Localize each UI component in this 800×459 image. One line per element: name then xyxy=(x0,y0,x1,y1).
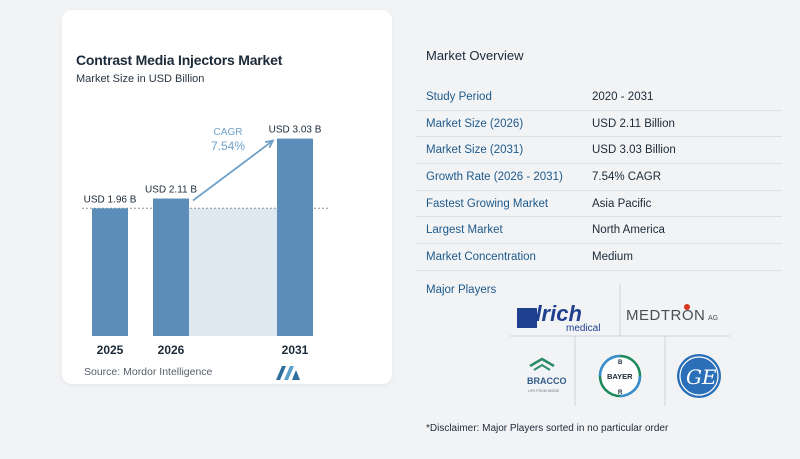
overview-value: USD 3.03 Billion xyxy=(592,144,676,157)
ge-logo-text: GE xyxy=(686,365,717,389)
data-label: USD 2.11 B xyxy=(145,185,197,196)
ulrich-logo-text: ulrich xyxy=(522,301,582,326)
chart-title: Contrast Media Injectors Market xyxy=(76,52,283,68)
overview-label: Fastest Growing Market xyxy=(426,197,549,210)
overview-row: Study Period 2020 - 2031 xyxy=(416,84,782,111)
medtron-logo: MEDTRON AG xyxy=(626,304,718,324)
data-label: USD 3.03 B xyxy=(269,125,322,136)
major-players-label: Major Players xyxy=(426,284,497,296)
overview-row: Market Size (2031) USD 3.03 Billion xyxy=(416,137,782,165)
chart-subtitle: Market Size in USD Billion xyxy=(76,73,205,85)
overview-label: Study Period xyxy=(426,90,492,103)
cagr-arrow xyxy=(192,139,274,202)
disclaimer-note: *Disclaimer: Major Players sorted in no … xyxy=(426,423,669,434)
svg-text:R: R xyxy=(618,390,623,396)
overview-value: USD 2.11 Billion xyxy=(592,117,675,130)
overview-table: Study Period 2020 - 2031 Market Size (20… xyxy=(416,84,782,271)
category-label: 2031 xyxy=(282,343,309,357)
ge-logo: GE xyxy=(677,354,721,398)
bracco-logo-tagline: LIFE FROM INSIDE xyxy=(528,389,560,393)
overview-label: Market Size (2031) xyxy=(426,144,524,157)
ulrich-medical-logo: ulrich medical xyxy=(517,301,600,334)
overview-row: Market Size (2026) USD 2.11 Billion xyxy=(416,111,782,138)
overview-row: Largest Market North America xyxy=(416,217,782,245)
overview-label: Largest Market xyxy=(426,224,503,237)
bayer-logo: BAYER B R xyxy=(598,354,642,398)
overview-value: Asia Pacific xyxy=(592,197,652,210)
overview-value: Medium xyxy=(592,250,633,263)
medtron-logo-suffix: AG xyxy=(708,315,718,322)
overview-row: Fastest Growing Market Asia Pacific xyxy=(416,191,782,218)
ulrich-logo-sub: medical xyxy=(566,323,600,334)
overview-label: Market Concentration xyxy=(426,250,536,263)
overview-label: Market Size (2026) xyxy=(426,117,524,130)
overview-value: 2020 - 2031 xyxy=(592,90,654,103)
major-players-grid: ulrich medical MEDTRON AG BRACCO LIFE FR… xyxy=(510,284,730,406)
overview-row: Growth Rate (2026 - 2031) 7.54% CAGR xyxy=(416,164,782,191)
chart-card: Contrast Media Injectors Market Market S… xyxy=(62,10,392,384)
cagr-arrowhead xyxy=(264,139,275,149)
market-overview-panel: Market Overview Study Period 2020 - 2031… xyxy=(400,0,800,459)
source-note: Source: Mordor Intelligence xyxy=(84,366,213,378)
bar xyxy=(277,138,313,336)
data-label: USD 1.96 B xyxy=(84,194,137,205)
category-label: 2026 xyxy=(158,343,185,357)
bar-chart: USD 1.96 B 2025 USD 2.11 B 2026 USD 3.03 B 20… xyxy=(82,125,328,357)
bar xyxy=(92,208,128,336)
bracco-logo-text: BRACCO xyxy=(527,376,567,386)
bayer-logo-text: BAYER xyxy=(607,372,633,381)
overview-label: Growth Rate (2026 - 2031) xyxy=(426,170,563,183)
overview-value: 7.54% CAGR xyxy=(592,170,662,183)
cagr-label: CAGR xyxy=(214,127,243,138)
cagr-value: 7.54% xyxy=(211,139,245,153)
medtron-logo-text: MEDTRON xyxy=(626,307,705,324)
bar xyxy=(153,198,189,336)
category-label: 2025 xyxy=(97,343,124,357)
mordor-logo-icon xyxy=(276,366,300,380)
overview-value: North America xyxy=(592,224,665,237)
svg-text:B: B xyxy=(618,360,623,366)
bracco-logo: BRACCO LIFE FROM INSIDE xyxy=(527,357,567,393)
overview-row: Market Concentration Medium xyxy=(416,244,782,271)
overview-heading: Market Overview xyxy=(426,48,524,63)
